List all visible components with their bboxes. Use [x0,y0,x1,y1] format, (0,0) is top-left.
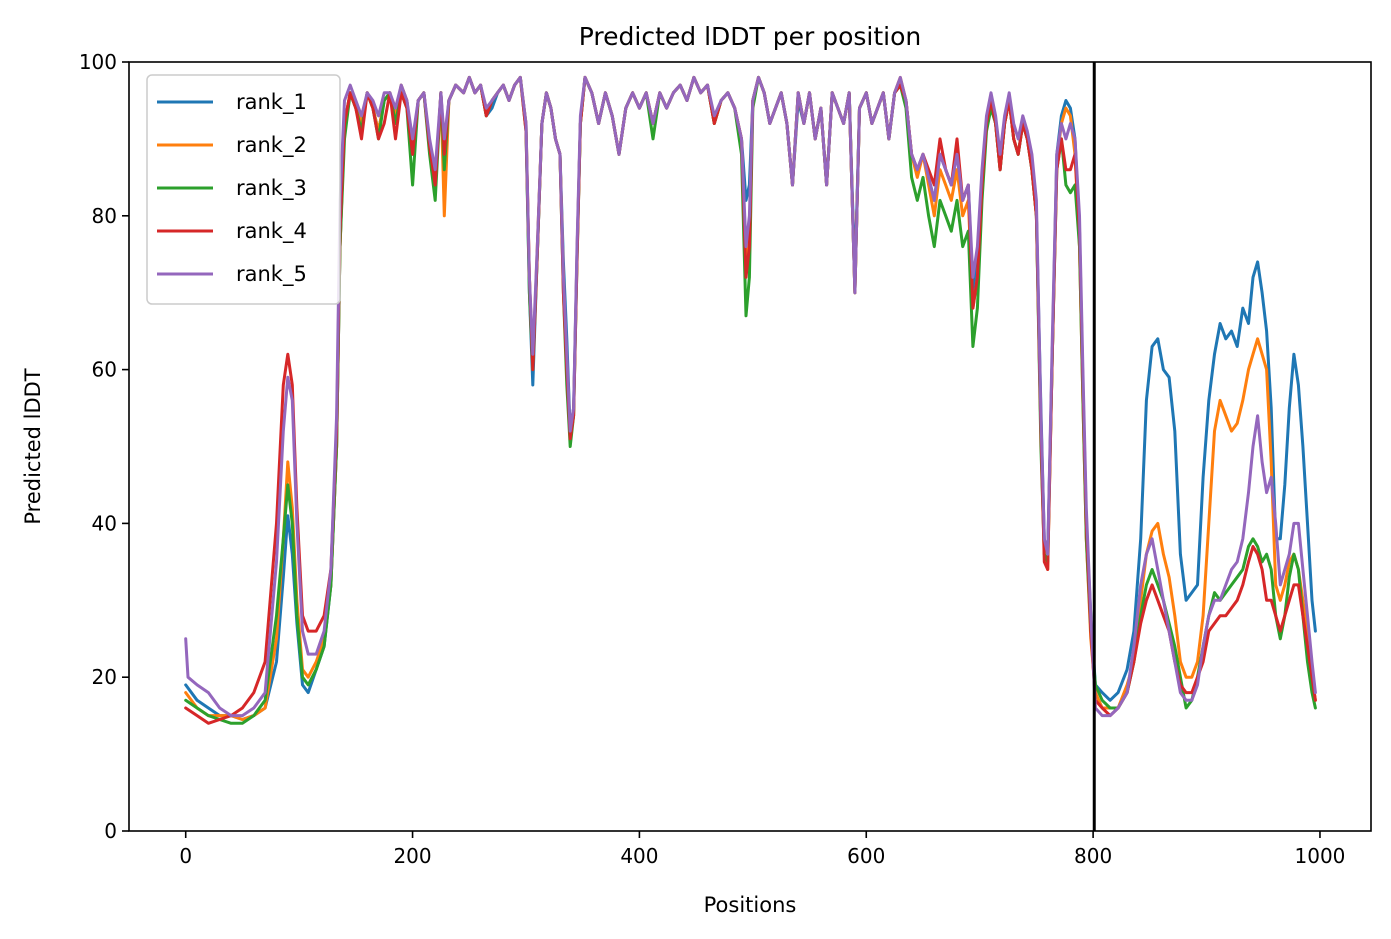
series-line-rank-5 [184,75,1317,718]
y-axis-ticks: 0 20 40 60 80 100 [79,50,129,843]
x-tick-label: 200 [393,844,431,868]
series-lines [184,75,1317,725]
chart-title: Predicted lDDT per position [579,22,921,51]
x-tick-label: 600 [847,844,885,868]
legend-label-rank-1: rank_1 [236,90,307,115]
y-tick-label: 100 [79,50,117,74]
x-tick-label: 1000 [1295,844,1346,868]
x-axis-ticks: 0 200 400 600 800 1000 [179,831,1345,868]
y-tick-label: 60 [92,358,117,382]
legend-label-rank-5: rank_5 [236,262,307,287]
y-tick-label: 40 [92,511,117,535]
x-axis-label: Positions [704,893,797,917]
legend: rank_1 rank_2 rank_3 rank_4 rank_5 [146,74,341,305]
legend-label-rank-2: rank_2 [236,133,307,158]
y-axis-label: Predicted lDDT [21,368,45,524]
x-tick-label: 400 [620,844,658,868]
plot-area-frame [128,61,1372,832]
legend-label-rank-4: rank_4 [236,219,307,244]
y-tick-label: 20 [92,665,117,689]
x-tick-label: 0 [179,844,192,868]
x-tick-label: 800 [1074,844,1112,868]
y-tick-label: 80 [92,204,117,228]
y-tick-label: 0 [104,819,117,843]
legend-box [146,74,341,305]
legend-label-rank-3: rank_3 [236,176,307,201]
